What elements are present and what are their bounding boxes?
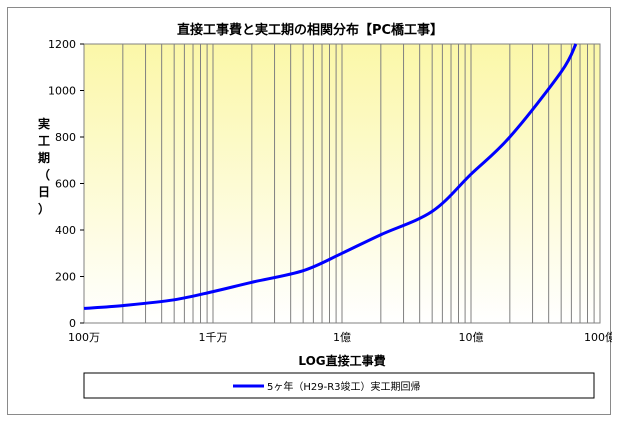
y-axis-label-char: 日 (38, 185, 50, 199)
chart-title: 直接工事費と実工期の相関分布【PC橋工事】 (177, 22, 443, 38)
y-axis-label-char: （ (38, 167, 50, 182)
x-tick-label: 1億 (333, 331, 351, 344)
x-tick-label: 100万 (68, 331, 100, 344)
x-axis-label: LOG直接工事費 (298, 353, 385, 368)
y-axis-label-char: 工 (38, 134, 50, 148)
x-tick-label: 100億 (584, 331, 612, 344)
legend: 5ヶ年（H29-R3竣工）実工期回帰 (83, 372, 595, 399)
legend-label: 5ヶ年（H29-R3竣工）実工期回帰 (267, 380, 421, 393)
y-axis-label-char: 期 (38, 150, 50, 165)
y-tick-label: 0 (69, 317, 76, 330)
y-tick-label: 800 (55, 131, 76, 144)
y-tick-label: 200 (55, 271, 76, 284)
y-tick-label: 1200 (48, 38, 76, 51)
y-tick-label: 1000 (48, 85, 76, 98)
y-axis-label-char: ） (38, 201, 50, 216)
y-axis-label: 実工期 （ 日 ） (38, 116, 50, 216)
x-axis: 100万 1千万 1億 10億 100億 (68, 331, 612, 344)
legend-box (83, 372, 595, 399)
chart-svg: 直接工事費と実工期の相関分布【PC橋工事】 0 200 400 600 800 1000 1… (38, 22, 612, 399)
y-tick-label: 400 (55, 224, 76, 237)
series-line (83, 43, 578, 310)
chart-frame: 直接工事費と実工期の相関分布【PC橋工事】 0 200 400 600 800 1000 1… (7, 7, 612, 415)
y-tick-label: 600 (55, 178, 76, 191)
x-tick-label: 1千万 (199, 331, 228, 344)
y-axis-label-char: 実 (38, 116, 50, 131)
x-tick-label: 10億 (459, 331, 484, 344)
y-axis: 0 200 400 600 800 1000 1200 (48, 38, 84, 330)
